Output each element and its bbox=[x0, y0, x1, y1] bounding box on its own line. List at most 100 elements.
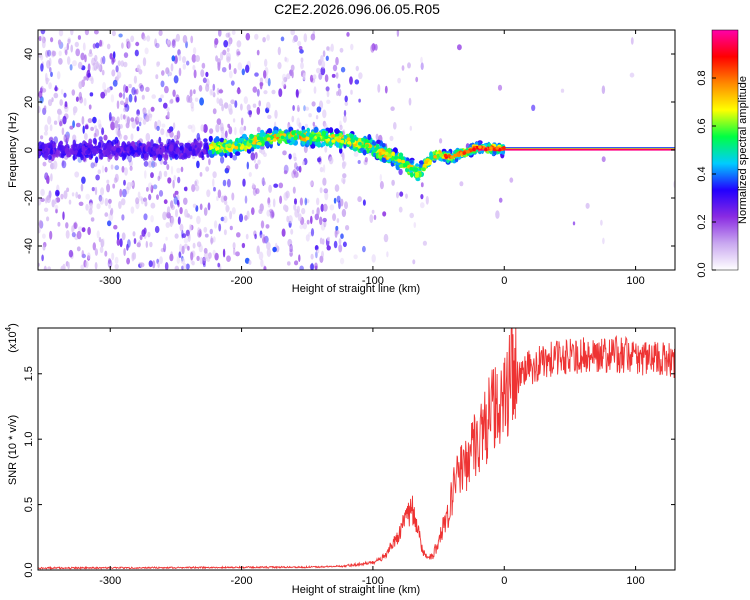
noise-point bbox=[339, 47, 344, 53]
noise-point bbox=[156, 139, 159, 145]
noise-point bbox=[164, 262, 169, 270]
track-peak bbox=[489, 146, 493, 150]
noise-point bbox=[184, 208, 189, 218]
noise-point bbox=[163, 160, 168, 165]
noise-point bbox=[167, 111, 170, 118]
track-peak bbox=[472, 147, 476, 151]
band-point bbox=[111, 139, 117, 145]
noise-point bbox=[94, 186, 98, 196]
noise-point bbox=[226, 255, 231, 262]
noise-point bbox=[205, 83, 210, 92]
track-point bbox=[207, 149, 213, 155]
noise-point bbox=[260, 149, 266, 155]
noise-point bbox=[268, 184, 272, 193]
x-tick-label: 100 bbox=[626, 575, 644, 587]
noise-point bbox=[78, 201, 84, 206]
y-tick-label: -20 bbox=[23, 190, 35, 206]
track-peak bbox=[280, 135, 285, 140]
noise-point bbox=[205, 71, 209, 78]
snr-ticks: -300 -200 -100 0 100 0.0 0.5 1.0 1.5 bbox=[23, 328, 675, 587]
noise-point bbox=[61, 160, 67, 169]
noise-point bbox=[342, 241, 347, 248]
noise-point bbox=[166, 164, 170, 170]
noise-point bbox=[169, 131, 174, 138]
noise-point bbox=[244, 215, 248, 221]
noise-point bbox=[358, 98, 361, 103]
noise-point bbox=[302, 161, 305, 166]
noise-point bbox=[210, 235, 213, 245]
noise-point bbox=[300, 57, 304, 63]
noise-point bbox=[50, 37, 54, 43]
colorbar-ticks: 0.0 0.2 0.4 0.6 0.8 bbox=[696, 70, 716, 278]
x-tick-label: -200 bbox=[231, 275, 253, 287]
noise-point bbox=[160, 94, 164, 99]
noise-point bbox=[127, 239, 131, 248]
noise-point bbox=[104, 166, 108, 173]
noise-point bbox=[66, 187, 70, 193]
noise-point bbox=[330, 43, 334, 52]
noise-point bbox=[297, 40, 302, 47]
noise-point bbox=[123, 61, 128, 68]
noise-point bbox=[55, 208, 58, 214]
noise-point bbox=[214, 252, 219, 261]
noise-point bbox=[252, 103, 257, 108]
band-point bbox=[203, 142, 209, 148]
noise-point bbox=[284, 56, 287, 62]
track-point bbox=[306, 139, 310, 146]
noise-point bbox=[259, 82, 263, 90]
noise-point bbox=[110, 207, 114, 215]
noise-point bbox=[236, 40, 242, 48]
noise-point bbox=[116, 71, 122, 79]
noise-point bbox=[226, 56, 231, 63]
noise-point bbox=[110, 121, 115, 131]
noise-point bbox=[41, 254, 44, 262]
band-point bbox=[43, 152, 49, 161]
noise-point bbox=[263, 70, 267, 79]
noise-point bbox=[84, 125, 89, 130]
snr-frame bbox=[37, 327, 676, 571]
noise-point bbox=[173, 75, 179, 84]
band-point bbox=[64, 147, 70, 155]
noise-point bbox=[326, 90, 330, 98]
noise-point bbox=[371, 209, 375, 214]
band-point bbox=[175, 148, 181, 155]
noise-point bbox=[127, 40, 132, 49]
noise-point bbox=[277, 46, 281, 56]
band-point bbox=[143, 153, 149, 161]
noise-point bbox=[393, 122, 397, 130]
noise-point bbox=[317, 157, 322, 163]
track-peak bbox=[443, 153, 448, 158]
noise-point bbox=[40, 198, 45, 202]
band-point bbox=[115, 147, 121, 153]
noise-point bbox=[111, 252, 115, 261]
track-peak bbox=[421, 167, 426, 171]
noise-point bbox=[215, 55, 219, 62]
noise-point bbox=[338, 244, 343, 253]
noise-point bbox=[336, 195, 341, 203]
noise-point bbox=[119, 238, 123, 248]
noise-point bbox=[129, 165, 133, 171]
noise-point bbox=[259, 77, 264, 84]
noise-point bbox=[220, 51, 224, 61]
colorbar-tick-label: 0.2 bbox=[696, 214, 708, 229]
noise-point bbox=[59, 120, 63, 127]
noise-point bbox=[112, 51, 116, 59]
noise-point bbox=[74, 171, 80, 178]
band-point bbox=[196, 147, 200, 154]
noise-point bbox=[62, 263, 66, 270]
noise-point bbox=[172, 122, 176, 129]
noise-point bbox=[91, 57, 96, 66]
noise-point bbox=[194, 184, 200, 192]
noise-point bbox=[231, 207, 236, 215]
noise-point bbox=[104, 198, 109, 207]
noise-point bbox=[213, 220, 218, 229]
band-point bbox=[151, 150, 156, 155]
noise-point bbox=[141, 94, 145, 100]
noise-point bbox=[110, 94, 115, 103]
band-point bbox=[158, 136, 162, 144]
noise-point bbox=[254, 233, 257, 240]
noise-point bbox=[124, 167, 128, 176]
noise-point bbox=[156, 61, 160, 68]
band-point bbox=[199, 152, 203, 158]
